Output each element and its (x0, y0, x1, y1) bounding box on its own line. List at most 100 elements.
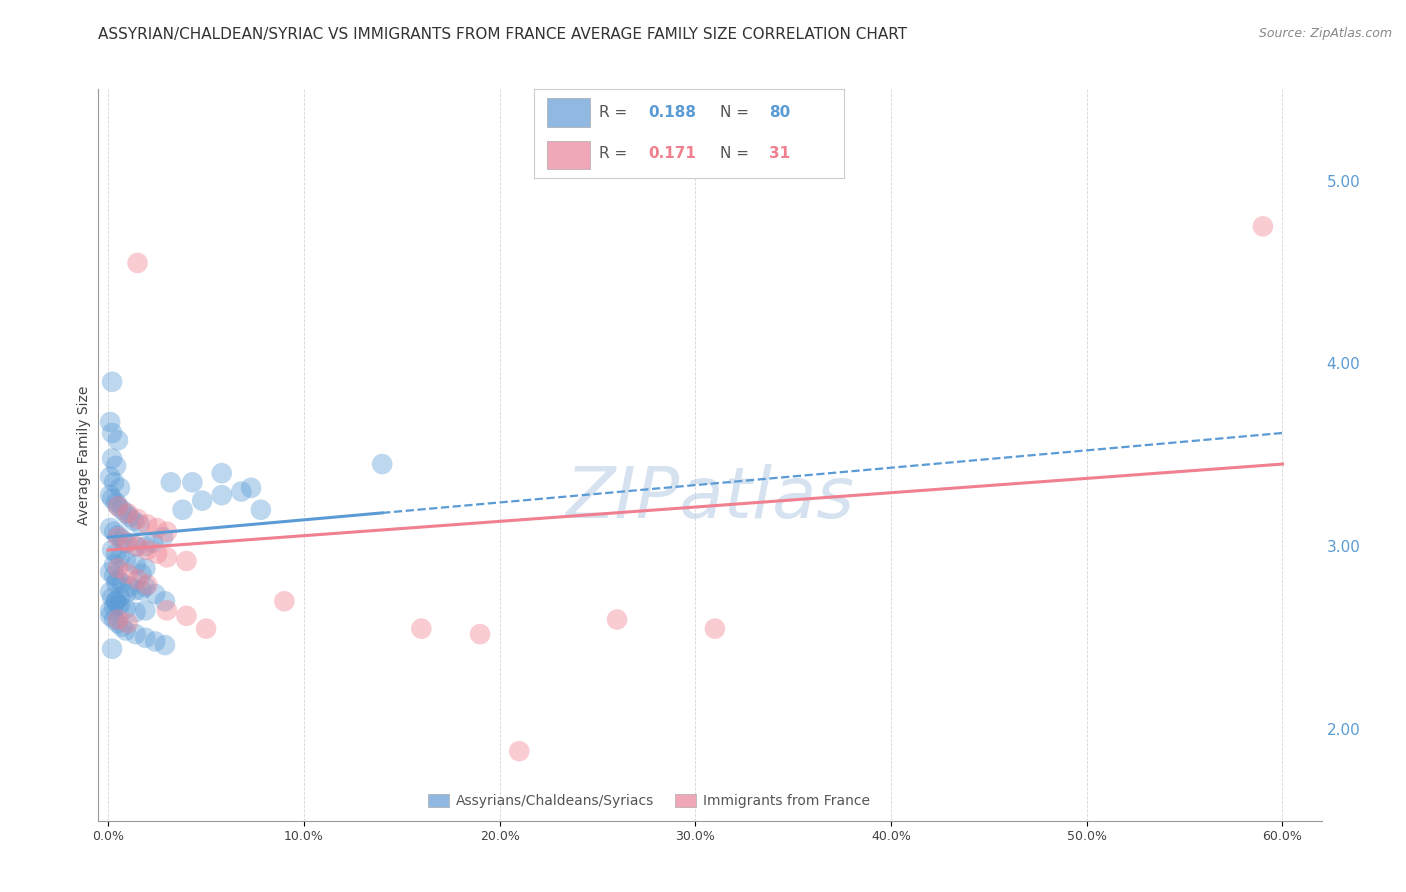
Text: N =: N = (720, 146, 754, 161)
Point (114, 554, 136, 568)
Point (211, 488, 233, 502)
FancyBboxPatch shape (547, 98, 591, 127)
Point (111, 620, 134, 634)
Point (134, 631, 156, 645)
Point (107, 572, 129, 586)
Point (98, 488, 121, 502)
Point (111, 576, 134, 591)
Point (98, 608, 121, 623)
Point (103, 568, 125, 582)
Point (107, 528, 129, 542)
Point (107, 598, 129, 612)
Y-axis label: Average Family Size: Average Family Size (77, 385, 91, 524)
Point (124, 605, 146, 619)
Point (176, 608, 198, 623)
Point (98, 415, 121, 429)
Point (411, 622, 433, 636)
Point (156, 603, 179, 617)
Point (114, 624, 136, 638)
Point (107, 530, 129, 544)
Point (98, 585, 121, 599)
Point (152, 530, 174, 544)
Point (107, 499, 129, 513)
Point (103, 524, 125, 539)
Point (176, 554, 198, 568)
Point (107, 616, 129, 631)
Point (134, 603, 156, 617)
Point (124, 627, 146, 641)
Point (172, 503, 194, 517)
Point (131, 583, 153, 598)
Point (146, 547, 169, 561)
Point (105, 576, 128, 591)
Text: R =: R = (599, 146, 633, 161)
Point (127, 539, 149, 553)
Point (160, 475, 183, 490)
Point (107, 561, 129, 575)
Text: 0.188: 0.188 (648, 105, 697, 120)
Text: Source: ZipAtlas.com: Source: ZipAtlas.com (1258, 27, 1392, 40)
Point (103, 612, 125, 626)
Point (103, 599, 125, 614)
Point (136, 578, 159, 592)
Point (103, 475, 125, 490)
Point (118, 510, 141, 524)
Point (134, 561, 156, 575)
Point (101, 375, 124, 389)
Point (136, 517, 159, 532)
Point (101, 641, 124, 656)
Point (108, 550, 131, 565)
Point (127, 572, 149, 586)
Point (211, 466, 233, 480)
Text: 0.171: 0.171 (648, 146, 696, 161)
Point (127, 512, 149, 526)
Text: N =: N = (720, 105, 754, 120)
Point (134, 580, 156, 594)
Point (195, 622, 218, 636)
Point (101, 425, 124, 440)
Text: R =: R = (599, 105, 633, 120)
Point (703, 622, 725, 636)
Point (98, 521, 121, 535)
Point (143, 634, 166, 648)
Point (181, 475, 204, 490)
Point (371, 457, 394, 471)
Point (606, 612, 628, 626)
Point (114, 535, 136, 549)
Point (273, 594, 295, 608)
Point (105, 547, 128, 561)
Text: ASSYRIAN/CHALDEAN/SYRIAC VS IMMIGRANTS FROM FRANCE AVERAGE FAMILY SIZE CORRELATI: ASSYRIAN/CHALDEAN/SYRIAC VS IMMIGRANTS F… (98, 27, 907, 42)
Point (122, 514, 145, 528)
Point (114, 587, 136, 601)
Text: ZIPatlas: ZIPatlas (565, 465, 855, 533)
Point (240, 481, 263, 495)
Point (156, 524, 179, 539)
Point (111, 503, 134, 517)
Point (111, 532, 134, 546)
Point (105, 594, 128, 608)
Point (231, 484, 253, 499)
Point (134, 539, 156, 553)
Point (117, 566, 139, 581)
Point (508, 744, 530, 758)
Point (98, 603, 121, 617)
Point (143, 587, 166, 601)
Point (128, 517, 150, 532)
Point (131, 566, 153, 581)
Point (250, 503, 273, 517)
Point (118, 580, 141, 594)
Point (114, 507, 136, 521)
Point (98, 470, 121, 484)
Point (1251, 219, 1274, 234)
Point (108, 598, 131, 612)
Point (101, 491, 124, 506)
Point (124, 539, 146, 553)
Point (114, 601, 136, 615)
Point (98, 565, 121, 579)
Point (107, 612, 129, 626)
Point (468, 627, 491, 641)
FancyBboxPatch shape (547, 141, 591, 169)
Point (105, 495, 128, 509)
Point (127, 256, 149, 270)
Point (101, 451, 124, 466)
